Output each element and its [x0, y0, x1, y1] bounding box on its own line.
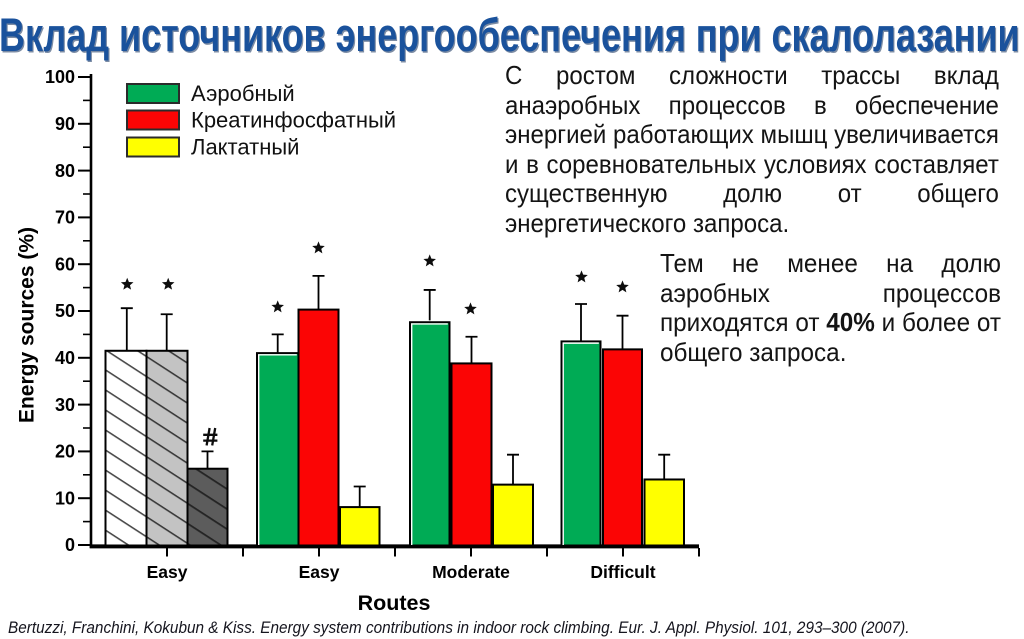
svg-text:Лактатный: Лактатный [191, 135, 299, 160]
svg-text:30: 30 [55, 395, 75, 415]
svg-text:Креатинфосфатный: Креатинфосфатный [191, 108, 396, 133]
svg-text:Energy sources (%): Energy sources (%) [16, 227, 39, 423]
svg-text:10: 10 [55, 488, 75, 508]
svg-text:20: 20 [55, 442, 75, 462]
svg-text:90: 90 [55, 114, 75, 134]
svg-text:Moderate: Moderate [432, 562, 510, 582]
svg-text:80: 80 [55, 161, 75, 181]
svg-text:Аэробный: Аэробный [191, 81, 295, 106]
svg-text:0: 0 [65, 535, 75, 555]
svg-text:60: 60 [55, 254, 75, 274]
svg-text:Difficult: Difficult [590, 562, 655, 582]
svg-text:100: 100 [45, 67, 75, 87]
svg-text:Routes: Routes [358, 591, 431, 615]
svg-text:50: 50 [55, 301, 75, 321]
svg-text:70: 70 [55, 208, 75, 228]
svg-text:Easy: Easy [299, 562, 340, 582]
svg-text:40: 40 [55, 348, 75, 368]
svg-text:Easy: Easy [147, 562, 188, 582]
